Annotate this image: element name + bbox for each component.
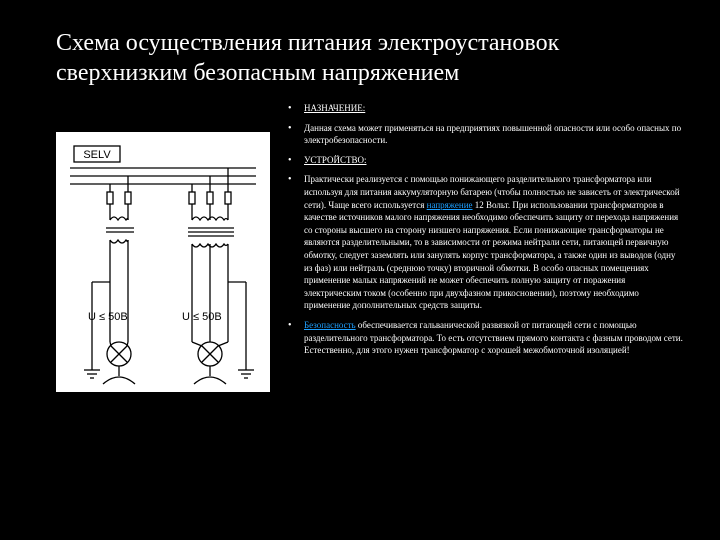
bullet-list: НАЗНАЧЕНИЕ: Данная схема может применять… [288, 102, 684, 357]
bullet-safety: Безопасность обеспечивается гальваническ… [288, 319, 684, 357]
diagram-label-selv: SELV [83, 149, 111, 161]
diagram-column: SELV U ≤ 50В U ≤ 50В [56, 132, 270, 392]
link-voltage[interactable]: напряжение [427, 200, 473, 210]
bullet-device-body: Практически реализуется с помощью понижа… [288, 173, 684, 312]
content-row: SELV U ≤ 50В U ≤ 50В НАЗНАЧЕНИЕ: Данная … [56, 102, 684, 392]
selv-diagram: SELV U ≤ 50В U ≤ 50В [56, 132, 270, 392]
bullet-purpose-heading: НАЗНАЧЕНИЕ: [288, 102, 684, 115]
bullet-device-heading: УСТРОЙСТВО: [288, 154, 684, 167]
link-safety[interactable]: Безопасность [304, 320, 356, 330]
slide: Схема осуществления питания электроустан… [0, 0, 720, 540]
bullet-purpose-body: Данная схема может применяться на предпр… [288, 122, 684, 147]
selv-diagram-svg: SELV U ≤ 50В U ≤ 50В [56, 132, 270, 392]
diagram-label-u2: U ≤ 50В [182, 311, 222, 323]
text-column: НАЗНАЧЕНИЕ: Данная схема может применять… [288, 102, 684, 364]
diagram-label-u1: U ≤ 50В [88, 311, 128, 323]
slide-title: Схема осуществления питания электроустан… [56, 28, 684, 88]
